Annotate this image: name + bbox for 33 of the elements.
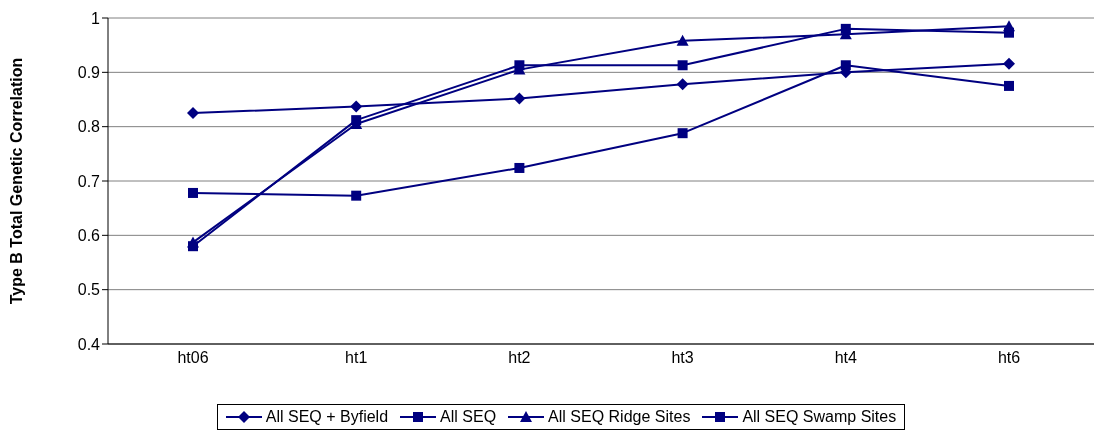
- point: [676, 78, 689, 91]
- point: [677, 60, 688, 71]
- y-tick-label: 0.7: [77, 172, 101, 190]
- legend-label: All SEQ Ridge Sites: [548, 408, 691, 426]
- y-tick-label: 0.5: [77, 281, 101, 299]
- y-tick-label: 1: [91, 9, 101, 27]
- point: [187, 236, 199, 248]
- x-tick-label: ht06: [177, 349, 209, 367]
- y-axis-title: Type B Total Genetic Correlation: [7, 57, 25, 305]
- x-tick-label: ht6: [997, 349, 1021, 367]
- point: [1003, 57, 1015, 70]
- legend-label: All SEQ: [440, 408, 497, 426]
- point: [1003, 20, 1015, 32]
- y-tick-label: 0.4: [77, 335, 101, 353]
- point: [677, 128, 688, 139]
- point: [514, 162, 525, 173]
- x-tick-label: ht2: [508, 349, 531, 367]
- y-tick-label: 0.6: [77, 227, 101, 245]
- y-tick-label: 0.8: [77, 118, 101, 136]
- y-tick-label: 0.9: [77, 64, 101, 82]
- point: [840, 60, 851, 71]
- x-tick-label: ht4: [834, 349, 858, 367]
- point: [1004, 80, 1014, 91]
- x-tick-label: ht1: [345, 349, 368, 367]
- point: [676, 34, 689, 46]
- point: [188, 187, 198, 198]
- point: [513, 92, 526, 105]
- point: [351, 190, 362, 201]
- legend-label: All SEQ + Byfield: [265, 408, 389, 426]
- point: [350, 100, 363, 113]
- x-tick-label: ht3: [671, 349, 694, 367]
- point: [187, 107, 199, 120]
- legend-label: All SEQ Swamp Sites: [742, 408, 897, 426]
